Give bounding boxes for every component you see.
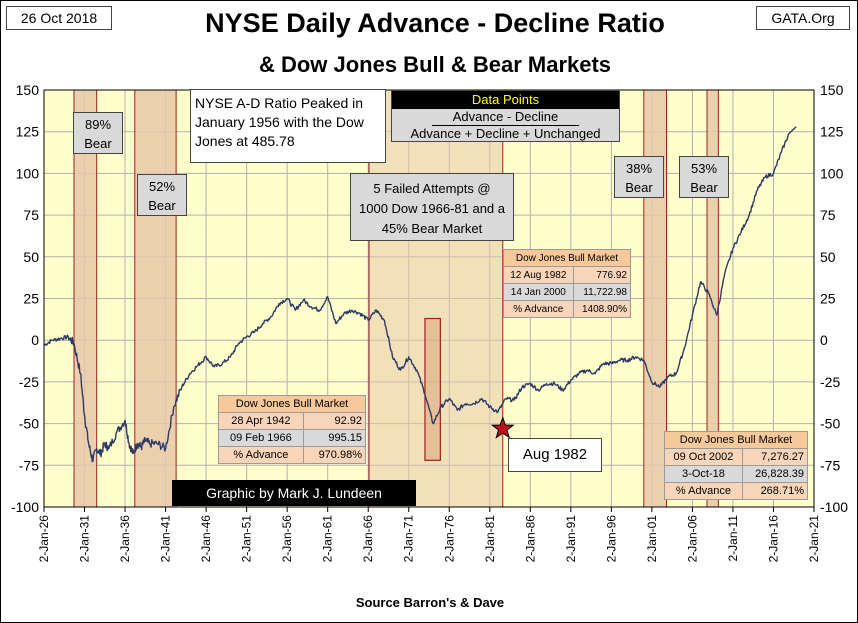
x-tick-label: 2-Jan-56 [280,515,294,563]
bull-table-2002: Dow Jones Bull Market 09 Oct 2002 7,276.… [664,431,809,500]
bull-table-title: Dow Jones Bull Market [218,395,366,413]
x-tick-label: 2-Jan-61 [321,515,335,563]
y-tick-label-left: -75 [19,457,39,473]
x-tick-label: 2-Jan-11 [726,515,740,562]
aug-1982-star-marker [490,416,515,439]
chart-subtitle: & Dow Jones Bull & Bear Markets [258,52,612,77]
y-tick-label-left: -50 [19,416,39,432]
y-tick-label-right: -75 [820,457,840,473]
formula-numerator: Advance - Decline [452,109,559,124]
bull-table-cell: 776.92 [572,266,632,284]
date-label: 26 Oct 2018 [6,6,112,30]
bear-label-52: 52% Bear [137,174,187,216]
bear-market-band [134,89,177,508]
bull-table-cell: 268.71% [741,482,809,500]
bull-table-cell: 26,828.39 [741,465,809,483]
y-tick-label-right: -100 [820,499,848,515]
bull-table-cell: 7,276.27 [741,448,809,466]
bull-table-title: Dow Jones Bull Market [664,431,808,449]
y-tick-label-left: 0 [31,332,39,348]
bull-table-title: Dow Jones Bull Market [503,249,631,267]
y-tick-label-left: 75 [23,207,39,223]
x-tick-label: 2-Jan-36 [118,515,132,563]
bull-table-cell: 14 Jan 2000 [503,283,574,301]
y-tick-label-right: 75 [820,207,836,223]
y-tick-label-left: -25 [19,374,39,390]
bear-market-1973-box [424,317,441,461]
x-tick-label: 2-Jan-81 [483,515,497,563]
y-tick-label-left: 100 [16,165,40,181]
chart-title: NYSE Daily Advance - Decline Ratio [205,8,665,38]
x-tick-label: 2-Jan-91 [564,515,578,563]
x-tick-label: 2-Jan-96 [604,515,618,563]
x-tick-label: 2-Jan-51 [240,515,254,563]
formula-denominator: Advance + Decline + Unchanged [410,126,601,141]
bull-table-cell: 92.92 [302,412,367,430]
data-points-title: Data Points [392,91,619,109]
x-tick-label: 2-Jan-01 [645,515,659,563]
y-tick-label-left: 50 [23,249,39,265]
x-tick-label: 2-Jan-31 [78,515,92,563]
y-tick-label-right: 100 [820,165,844,181]
bear-label-53: 53% Bear [679,156,729,198]
y-tick-label-right: 25 [820,291,836,307]
y-tick-label-right: 50 [820,249,836,265]
bull-table-cell: 995.15 [302,429,367,447]
x-tick-label: 2-Jan-46 [199,515,213,563]
y-tick-label-right: 0 [820,332,828,348]
formula-divider [432,125,579,126]
bull-table-cell: 12 Aug 1982 [503,266,574,284]
bull-table-cell: 09 Feb 1966 [218,429,304,447]
bull-table-1982: Dow Jones Bull Market 12 Aug 1982 776.92… [503,249,632,318]
bull-table-cell: 09 Oct 2002 [664,448,743,466]
y-tick-label-right: -25 [820,374,840,390]
bull-table-cell: 3-Oct-18 [664,465,743,483]
x-tick-label: 2-Jan-26 [37,515,51,563]
site-label: GATA.Org [756,6,850,30]
y-tick-label-right: 150 [820,82,844,98]
bull-table-cell: % Advance [503,300,574,318]
aug-1982-label: Aug 1982 [508,438,602,472]
x-tick-label: 2-Jan-76 [442,515,456,563]
x-tick-label: 2-Jan-86 [523,515,537,563]
bull-table-cell: % Advance [664,482,743,500]
x-tick-label: 2-Jan-06 [685,515,699,563]
x-tick-label: 2-Jan-66 [361,515,375,563]
peak-note: NYSE A-D Ratio Peaked in January 1956 wi… [190,89,386,163]
y-tick-label-left: 150 [16,82,40,98]
bear-label-38: 38% Bear [614,156,664,198]
formula-box: Advance - Decline Advance + Decline + Un… [392,109,619,141]
bear-label-89: 89% Bear [73,112,123,154]
x-tick-label: 2-Jan-16 [766,515,780,563]
y-tick-label-left: -100 [11,499,39,515]
source-label: Source Barron's & Dave [355,595,505,610]
y-tick-label-right: 125 [820,124,844,140]
bull-table-cell: % Advance [218,446,304,464]
bull-table-cell: 11,722.98 [572,283,632,301]
y-tick-label-left: 125 [16,124,40,140]
ad-ratio-line [43,126,797,463]
bull-table-cell: 1408.90% [572,300,632,318]
x-tick-label: 2-Jan-71 [402,515,416,563]
bull-table-cell: 28 Apr 1942 [218,412,304,430]
data-points-box: Data Points Advance - Decline Advance + … [391,90,620,142]
x-tick-label: 2-Jan-21 [807,515,821,563]
x-tick-label: 2-Jan-41 [159,515,173,563]
bull-table-1942: Dow Jones Bull Market 28 Apr 1942 92.92 … [218,395,367,464]
credit-label: Graphic by Mark J. Lundeen [172,480,416,506]
failed-attempts-note: 5 Failed Attempts @ 1000 Dow 1966-81 and… [350,173,514,241]
y-tick-label-left: 25 [23,291,39,307]
bull-table-cell: 970.98% [302,446,367,464]
y-tick-label-right: -50 [820,416,840,432]
